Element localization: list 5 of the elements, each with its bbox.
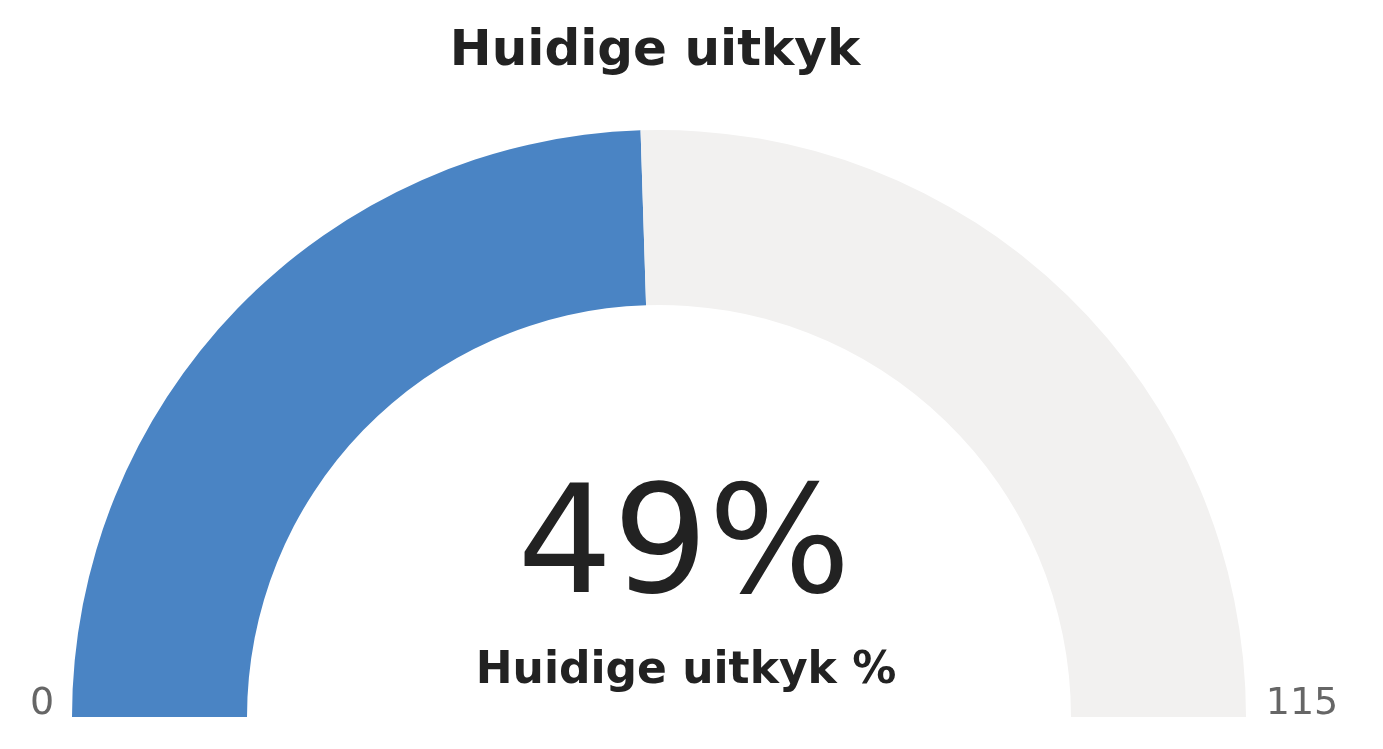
data-label: 49% bbox=[517, 453, 851, 627]
text: 0 bbox=[29, 679, 55, 723]
text: Huidige uitkyk % bbox=[475, 642, 897, 693]
text: 115 bbox=[1265, 679, 1339, 723]
chart-title: Huidige uitkyk bbox=[449, 19, 862, 77]
